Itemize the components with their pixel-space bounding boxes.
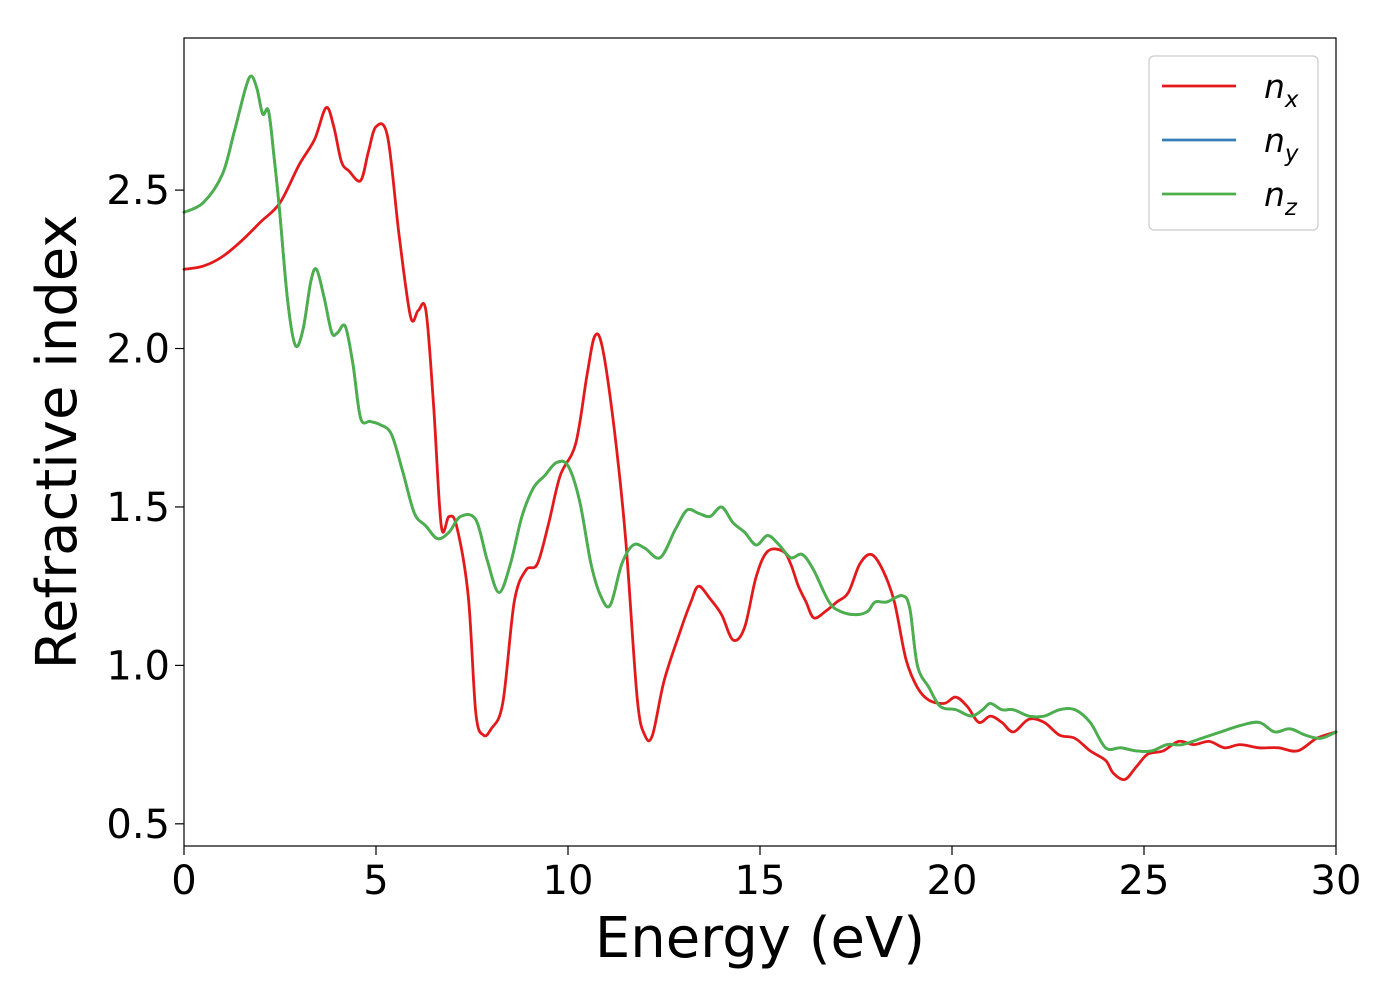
legend-box	[1148, 55, 1319, 231]
plot-background	[184, 38, 1336, 846]
x-tick-label: 5	[363, 858, 388, 904]
x-tick-label: 20	[927, 858, 978, 904]
y-axis-label: Refractive index	[25, 215, 90, 670]
x-tick-label: 25	[1119, 858, 1170, 904]
series-line-n-x	[182, 106, 1338, 782]
y-tick-label: 1.0	[106, 643, 170, 689]
x-axis-ticks: 0 5 10 15 20 25 30	[171, 846, 1361, 904]
series-line-n-z	[182, 74, 1338, 753]
series-layer	[182, 74, 1338, 782]
y-tick-label: 2.5	[106, 168, 170, 214]
y-axis-ticks: 0.5 1.0 1.5 2.0 2.5	[106, 168, 184, 848]
y-tick-label: 1.5	[106, 485, 170, 531]
x-axis-label: Energy (eV)	[595, 906, 925, 971]
y-tick-label: 0.5	[106, 802, 170, 848]
x-tick-label: 15	[735, 858, 786, 904]
x-tick-label: 30	[1311, 858, 1362, 904]
y-tick-label: 2.0	[106, 327, 170, 373]
x-tick-label: 10	[543, 858, 594, 904]
x-tick-label: 0	[171, 858, 196, 904]
